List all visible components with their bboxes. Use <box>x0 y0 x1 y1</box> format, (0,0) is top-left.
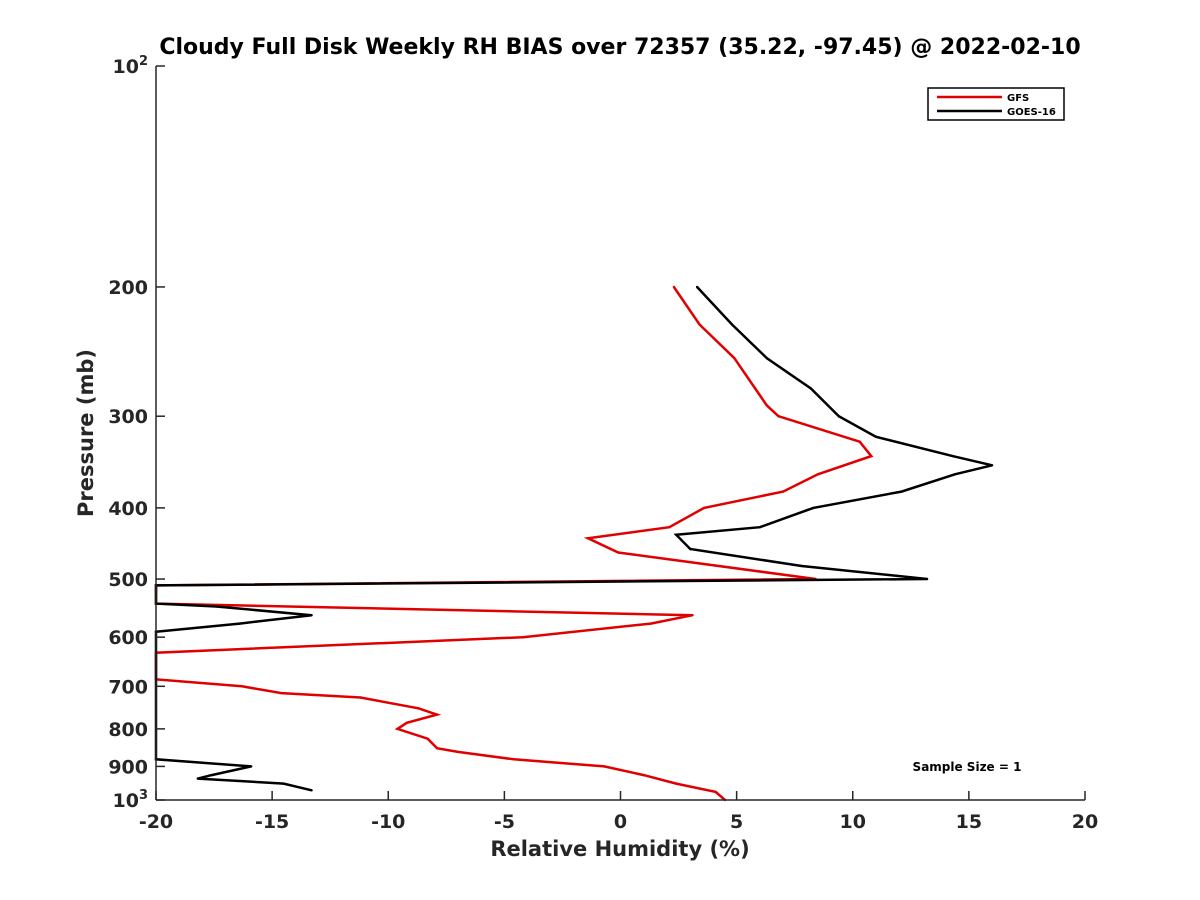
x-tick-label: 20 <box>1072 811 1098 833</box>
legend-label-gfs: GFS <box>1007 93 1029 104</box>
x-tick-label: 15 <box>956 811 982 833</box>
data-point-goes16-24 <box>210 773 213 777</box>
data-point-gfs-8 <box>816 473 820 476</box>
data-point-gfs-19 <box>521 636 525 639</box>
y-tick-label: 400 <box>108 498 148 520</box>
data-point-goes16-3 <box>809 387 813 390</box>
data-point-gfs-18 <box>649 622 652 625</box>
data-point-goes16-23 <box>250 765 253 768</box>
data-point-gfs-30 <box>435 747 439 750</box>
x-tick-label: -20 <box>139 811 173 833</box>
y-tick-label: 900 <box>108 756 148 778</box>
data-point-goes16-18 <box>215 605 218 608</box>
data-point-gfs-5 <box>777 415 780 418</box>
data-point-goes16-14 <box>800 564 803 568</box>
y-tick-label: 103 <box>113 788 149 812</box>
data-point-goes16-26 <box>282 782 285 785</box>
data-point-gfs-31 <box>456 750 460 754</box>
x-tick-label: -5 <box>494 811 515 833</box>
data-point-gfs-23 <box>280 691 283 695</box>
legend-box <box>927 87 1065 121</box>
x-tick-label: 10 <box>840 811 866 833</box>
data-point-goes16-6 <box>951 454 954 458</box>
y-tick-label: 102 <box>113 54 149 78</box>
data-point-gfs-28 <box>396 727 399 731</box>
data-point-gfs-25 <box>417 707 420 710</box>
series-line-goes16 <box>154 286 993 792</box>
x-tick-label: -15 <box>255 811 289 833</box>
data-point-gfs-26 <box>435 713 439 716</box>
x-axis-ticks: -20 -15 -10 -5 0 5 10 15 20 <box>139 791 1098 833</box>
data-point-goes16-2 <box>765 356 768 360</box>
y-tick-label: 600 <box>108 627 148 649</box>
data-point-gfs-27 <box>405 721 408 724</box>
legend-label-goes16: GOES-16 <box>1007 107 1056 118</box>
data-point-gfs-33 <box>603 765 606 768</box>
data-point-gfs-22 <box>240 685 244 688</box>
data-point-goes16-9 <box>900 490 903 493</box>
data-point-goes16-10 <box>812 506 815 510</box>
data-point-gfs-6 <box>858 440 861 443</box>
data-point-gfs-10 <box>702 506 706 510</box>
data-point-goes16-25 <box>196 777 199 780</box>
data-point-gfs-13 <box>617 551 620 554</box>
data-point-gfs-2 <box>733 356 736 360</box>
data-point-goes16-5 <box>874 435 878 438</box>
data-point-gfs-35 <box>675 782 678 785</box>
series-layer <box>154 285 994 802</box>
data-point-gfs-4 <box>765 404 768 407</box>
data-point-goes16-20 <box>238 622 241 625</box>
data-point-goes16-11 <box>758 526 762 529</box>
data-point-gfs-29 <box>426 737 429 740</box>
chart-title: Cloudy Full Disk Weekly RH BIAS over 723… <box>159 35 1080 60</box>
y-tick-label: 700 <box>108 676 148 698</box>
y-tick-label: 200 <box>108 277 148 299</box>
x-axis-label: Relative Humidity (%) <box>490 837 749 861</box>
y-axis-ticks: 102 200 300 400 500 600 700 800 900 103 <box>108 54 165 812</box>
data-point-goes16-1 <box>730 323 734 326</box>
y-axis-label: Pressure (mb) <box>74 349 98 517</box>
data-point-goes16-0 <box>695 285 699 289</box>
data-point-goes16-13 <box>689 547 692 551</box>
data-point-goes16-19 <box>310 614 313 617</box>
data-point-gfs-9 <box>781 490 785 493</box>
data-point-gfs-7 <box>870 454 873 458</box>
series-line-gfs <box>154 286 874 801</box>
x-tick-label: 0 <box>614 811 627 833</box>
data-point-gfs-24 <box>359 696 362 699</box>
data-point-gfs-34 <box>642 773 645 777</box>
data-point-gfs-3 <box>754 387 757 390</box>
data-point-goes16-27 <box>310 789 313 792</box>
data-point-gfs-36 <box>714 790 717 794</box>
y-tick-label: 300 <box>108 406 148 428</box>
data-point-gfs-32 <box>512 758 515 761</box>
data-point-goes16-12 <box>675 533 678 536</box>
data-point-gfs-1 <box>698 323 701 326</box>
data-point-gfs-11 <box>668 526 671 529</box>
legend: GFS GOES-16 <box>927 87 1065 121</box>
x-tick-label: -10 <box>371 811 405 833</box>
data-point-goes16-4 <box>837 415 840 418</box>
data-point-gfs-17 <box>691 614 694 617</box>
data-point-gfs-12 <box>586 537 590 540</box>
x-tick-label: 5 <box>730 811 743 833</box>
y-tick-label: 500 <box>108 569 148 591</box>
data-point-goes16-8 <box>953 473 957 476</box>
y-tick-label: 800 <box>108 719 148 741</box>
sample-size-annotation: Sample Size = 1 <box>913 760 1022 774</box>
data-point-goes16-7 <box>990 464 994 467</box>
data-point-goes16-15 <box>925 577 929 581</box>
data-point-gfs-0 <box>672 285 676 289</box>
